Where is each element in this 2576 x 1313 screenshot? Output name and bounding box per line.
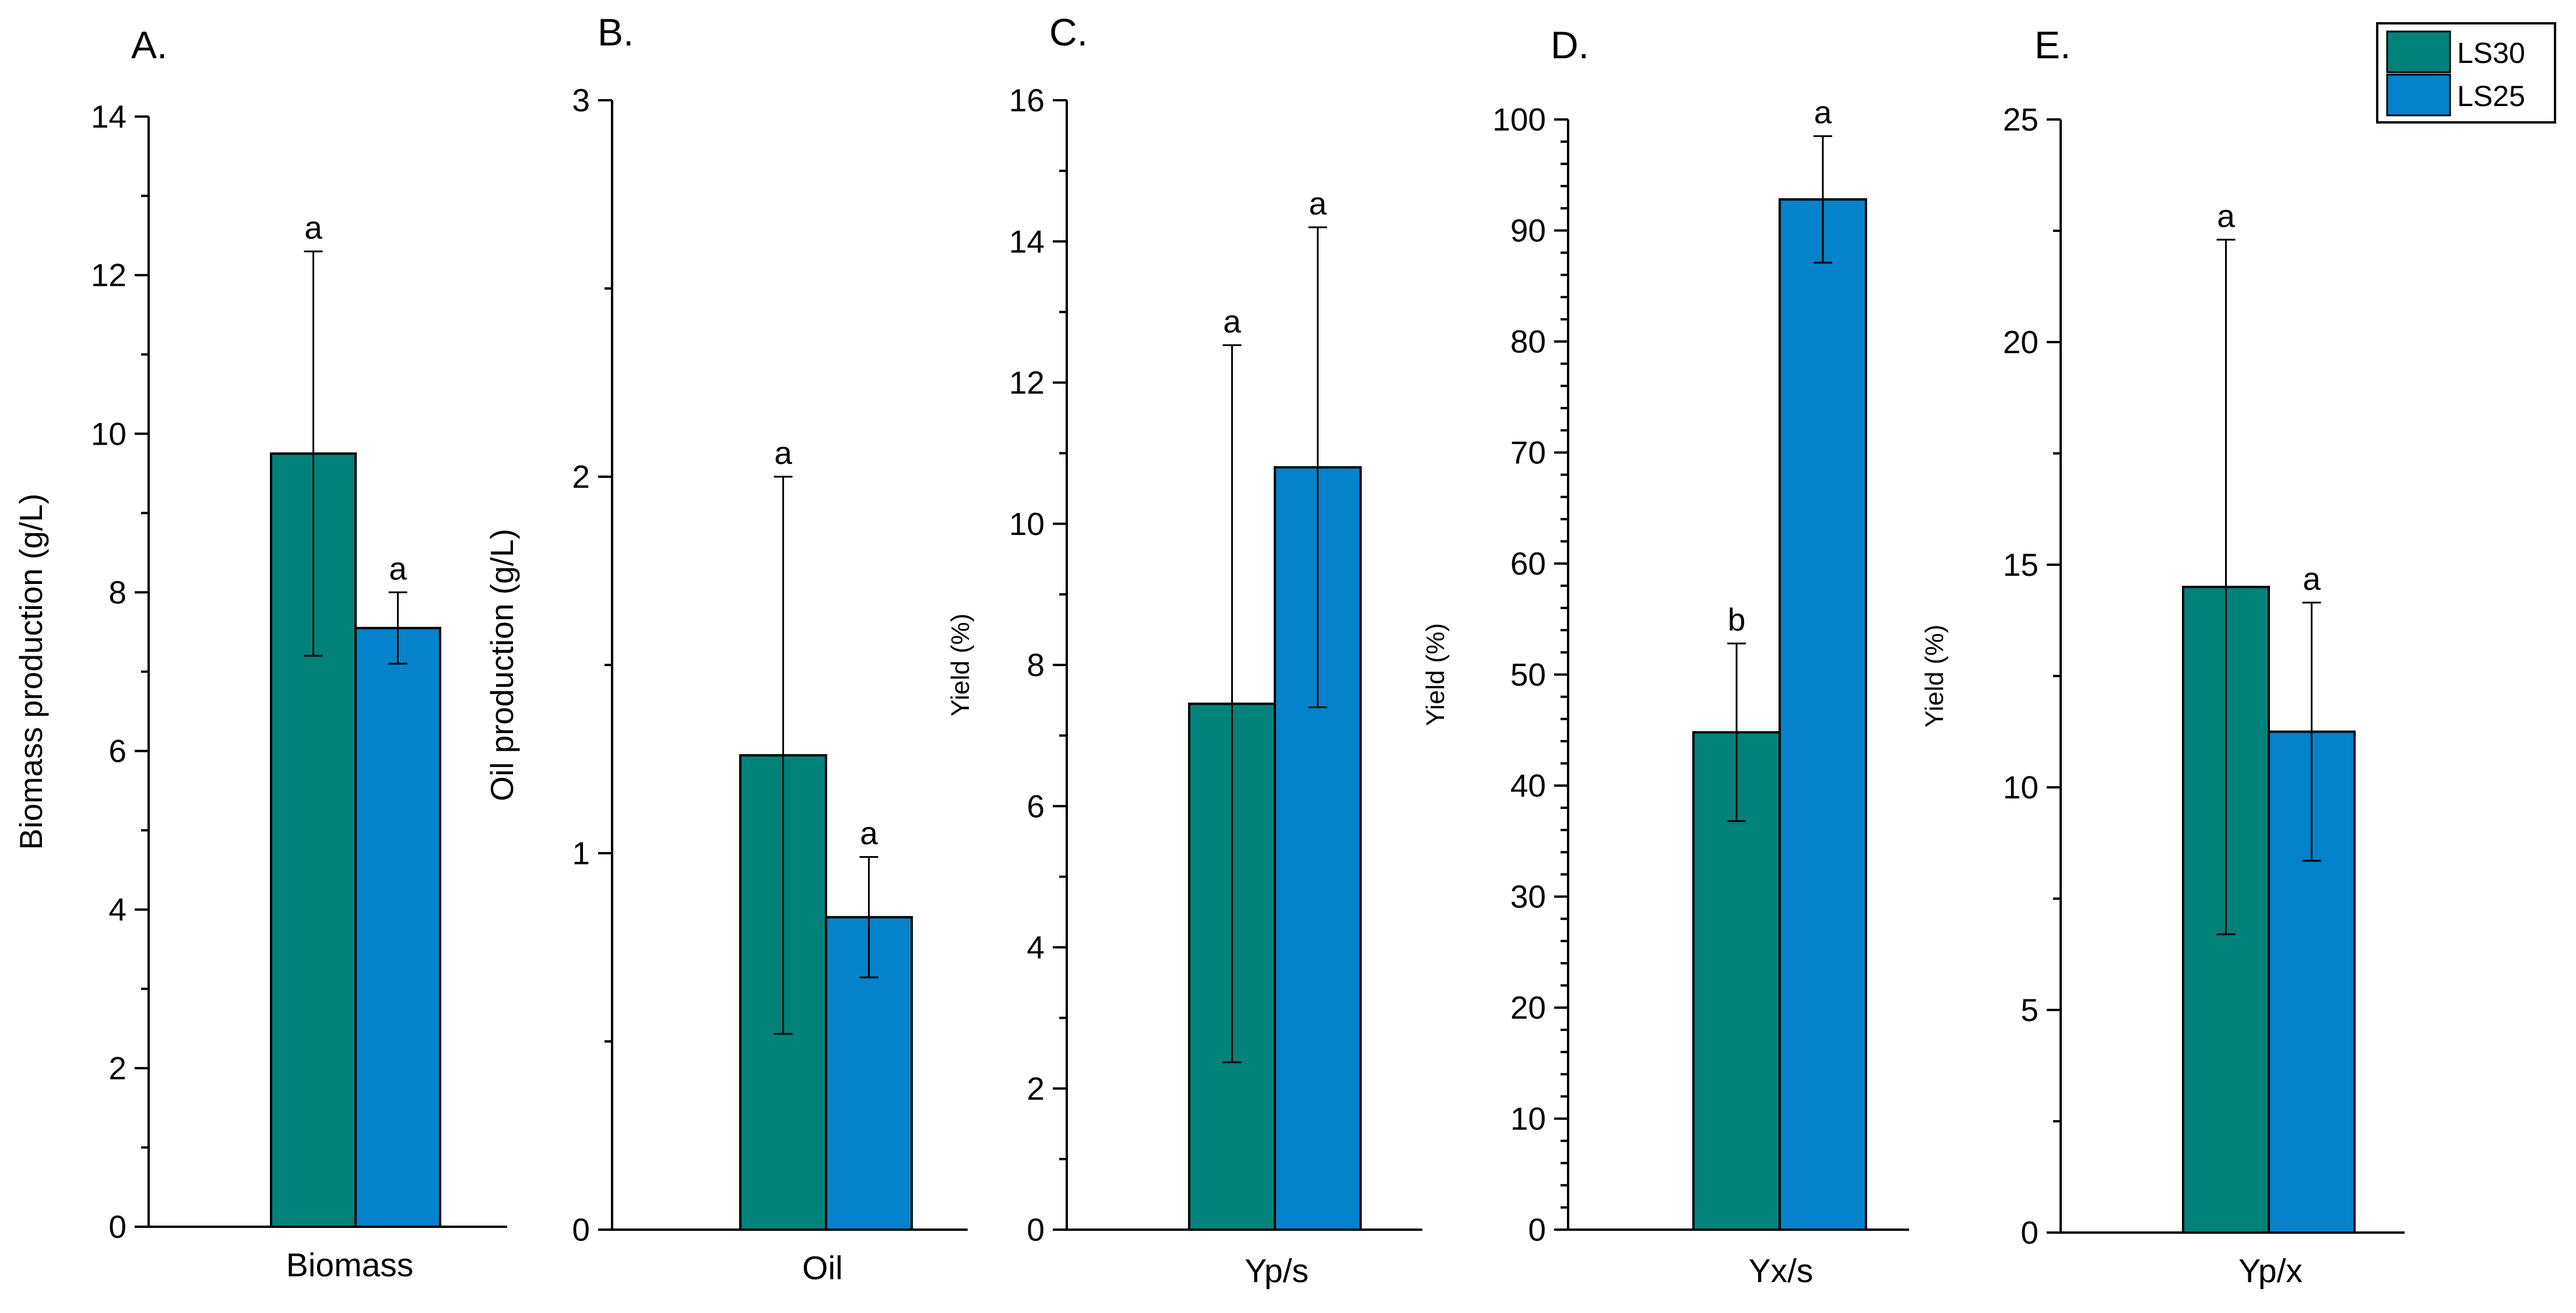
chart-panel-2: B. 0 1 2 3 Oil production (g/L) a a Oil <box>484 10 968 1287</box>
chart-panel-5: E. 0 5 10 15 20 25 Yield (%) a a Yp/x <box>1920 23 2405 1290</box>
bar-ls25 <box>1779 198 1867 1231</box>
x-category-label: Yx/s <box>1749 1252 1814 1290</box>
legend: LS30 LS25 <box>2376 22 2556 124</box>
y-tick-label: 25 <box>2003 101 2039 138</box>
legend-swatch-ls25 <box>2386 73 2451 117</box>
significance-letter: a <box>860 815 878 851</box>
y-tick-label: 40 <box>1510 768 1546 804</box>
y-tick-label: 10 <box>2003 769 2039 805</box>
x-category-label: Biomass <box>286 1247 414 1284</box>
panel-title: A. <box>131 23 167 66</box>
significance-letter: a <box>389 550 407 586</box>
y-tick-label: 80 <box>1510 323 1546 360</box>
y-tick-label: 6 <box>1027 788 1045 824</box>
x-category-label: Oil <box>802 1249 843 1287</box>
y-tick-label: 0 <box>1027 1212 1045 1248</box>
y-tick-label: 5 <box>2020 992 2039 1028</box>
y-axis-title: Oil production (g/L) <box>484 529 520 801</box>
y-axis-title: Yield (%) <box>1920 625 1949 728</box>
y-tick-label: 10 <box>1009 506 1045 542</box>
y-tick-label: 10 <box>91 416 126 452</box>
y-tick-label: 3 <box>572 82 590 118</box>
y-tick-label: 12 <box>91 257 126 293</box>
y-tick-label: 0 <box>1528 1212 1546 1248</box>
y-tick-label: 60 <box>1510 545 1546 582</box>
legend-label-ls30: LS30 <box>2457 37 2525 69</box>
significance-letter: a <box>304 209 322 245</box>
y-tick-label: 2 <box>572 459 590 495</box>
legend-label-ls25: LS25 <box>2457 80 2525 112</box>
y-tick-label: 100 <box>1492 101 1546 138</box>
y-tick-label: 1 <box>572 835 590 871</box>
y-tick-label: 15 <box>2003 547 2039 583</box>
y-tick-label: 14 <box>91 98 126 135</box>
y-tick-label: 30 <box>1510 879 1546 915</box>
y-tick-label: 90 <box>1510 213 1546 249</box>
y-axis-title: Yield (%) <box>946 614 975 717</box>
y-axis-title: Biomass production (g/L) <box>13 494 49 850</box>
y-tick-label: 14 <box>1009 223 1045 259</box>
y-tick-label: 12 <box>1009 365 1045 401</box>
significance-letter: a <box>1814 94 1832 131</box>
y-tick-label: 20 <box>1510 990 1546 1026</box>
chart-panel-3: C. 0 2 4 6 8 10 12 14 16 Yield (%) a a Yp/s <box>946 10 1422 1290</box>
y-tick-label: 0 <box>108 1209 126 1245</box>
panel-title: B. <box>598 10 634 54</box>
significance-letter: b <box>1728 601 1746 638</box>
significance-letter: a <box>2303 561 2321 597</box>
significance-letter: a <box>1223 303 1241 339</box>
y-tick-label: 50 <box>1510 657 1546 693</box>
significance-letter: a <box>774 435 792 471</box>
x-category-label: Yp/x <box>2238 1252 2303 1290</box>
y-tick-label: 0 <box>2020 1215 2039 1251</box>
y-tick-label: 2 <box>108 1050 126 1086</box>
bar-ls25 <box>2268 730 2356 1234</box>
y-tick-label: 16 <box>1009 82 1045 118</box>
y-tick-label: 20 <box>2003 324 2039 360</box>
panel-title: C. <box>1049 10 1088 54</box>
y-tick-label: 0 <box>572 1212 590 1248</box>
bar-ls25 <box>354 626 441 1228</box>
y-tick-label: 4 <box>1027 930 1045 966</box>
y-tick-label: 2 <box>1027 1071 1045 1107</box>
y-axis-title: Yield (%) <box>1421 623 1450 726</box>
chart-panel-4: D. 0 10 20 30 40 50 60 70 80 90 100 Yield (%) b a Yx/s <box>1421 23 1909 1290</box>
y-tick-label: 8 <box>1027 647 1045 683</box>
chart-panel-1: A. 0 2 4 6 8 10 12 14 Biomass production (g/L) a a B… <box>13 23 507 1284</box>
y-tick-label: 8 <box>108 574 126 610</box>
panel-title: E. <box>2034 23 2071 66</box>
significance-letter: a <box>1309 185 1327 221</box>
significance-letter: a <box>2217 198 2235 234</box>
y-tick-label: 6 <box>108 733 126 769</box>
x-category-label: Yp/s <box>1245 1252 1309 1290</box>
panel-title: D. <box>1551 23 1589 66</box>
y-tick-label: 10 <box>1510 1101 1546 1137</box>
y-tick-label: 4 <box>108 892 126 928</box>
y-tick-label: 70 <box>1510 435 1546 471</box>
legend-swatch-ls30 <box>2386 30 2451 73</box>
